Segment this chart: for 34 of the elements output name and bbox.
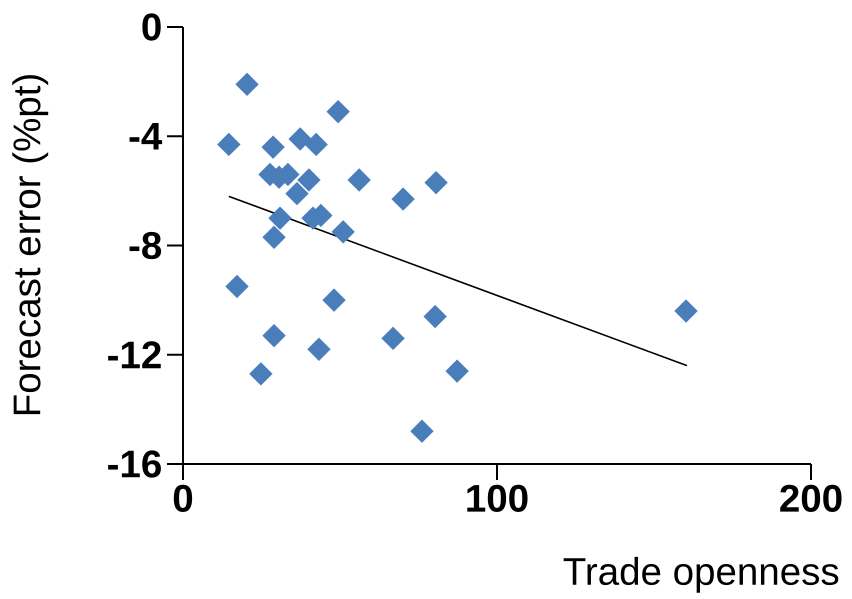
point [381, 326, 405, 350]
x-tick-label: 0 [174, 484, 192, 512]
point [285, 182, 309, 206]
y-axis-title: Forecast error (%pt) [12, 75, 48, 414]
point [307, 338, 331, 361]
point [262, 324, 286, 348]
point [217, 132, 240, 156]
point [348, 168, 371, 192]
point [268, 206, 292, 230]
point [262, 136, 285, 159]
y-tick-label: 0 [142, 13, 161, 41]
point [225, 274, 249, 298]
x-tick-label: 100 [467, 484, 528, 512]
x-tick-label: 200 [780, 484, 842, 512]
point [392, 187, 415, 211]
y-tick-label: -12 [108, 341, 161, 368]
point [304, 132, 328, 156]
point [297, 168, 320, 192]
y-tick-label: -8 [130, 232, 162, 260]
point [288, 127, 312, 151]
point [326, 100, 350, 124]
y-tick-label: -4 [130, 123, 162, 150]
point [332, 220, 355, 244]
y-tick-label: -16 [108, 450, 161, 478]
point [446, 360, 469, 383]
point [249, 362, 272, 386]
point [674, 299, 698, 323]
point [424, 171, 448, 194]
point [424, 304, 447, 328]
point [235, 72, 259, 96]
point [322, 288, 346, 312]
point [410, 420, 434, 443]
x-axis-title: Trade openness [564, 556, 838, 593]
point [262, 226, 286, 249]
